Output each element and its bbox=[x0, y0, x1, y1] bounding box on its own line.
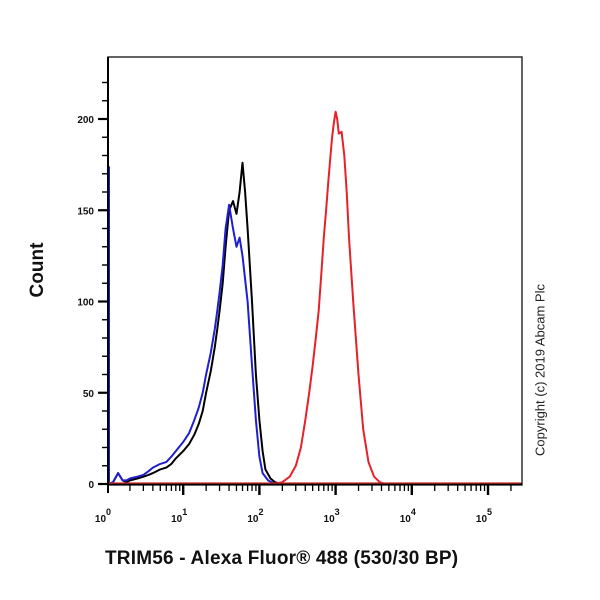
x-tick-label: 100 bbox=[95, 507, 111, 525]
x-tick-label: 104 bbox=[400, 507, 416, 525]
y-tick-label: 0 bbox=[88, 480, 94, 491]
y-axis-label: Count bbox=[27, 242, 48, 298]
series-line-2 bbox=[109, 110, 519, 485]
y-tick-label: 50 bbox=[83, 389, 95, 400]
y-tick-label: 150 bbox=[77, 206, 94, 217]
x-tick-label: 103 bbox=[324, 507, 340, 525]
y-axis: 0 50 100 150 200 bbox=[77, 57, 109, 493]
x-tick-label: 101 bbox=[171, 507, 187, 525]
y-tick-label: 100 bbox=[77, 298, 94, 309]
y-tick-label: 200 bbox=[77, 115, 94, 126]
copyright-notice: Copyright (c) 2019 Abcam Plc bbox=[532, 284, 548, 456]
plot-frame bbox=[107, 56, 523, 486]
x-tick-label: 105 bbox=[476, 507, 492, 525]
series-line-1 bbox=[108, 166, 519, 485]
x-axis-label: TRIM56 - Alexa Fluor® 488 (530/30 BP) bbox=[105, 548, 459, 569]
x-tick-label: 102 bbox=[247, 507, 263, 525]
series-layer bbox=[108, 110, 519, 485]
plot-area-border bbox=[107, 56, 523, 486]
x-axis: 100 101 102 103 104 105 bbox=[95, 482, 522, 525]
